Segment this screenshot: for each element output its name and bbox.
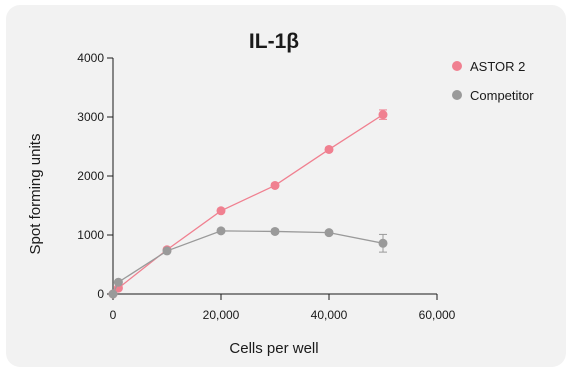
x-tick-label: 20,000: [203, 308, 240, 322]
legend: ASTOR 2 Competitor: [452, 59, 534, 103]
legend-marker: [452, 90, 462, 100]
data-point: [113, 277, 123, 287]
data-point: [378, 238, 388, 248]
data-point: [270, 226, 280, 236]
data-point: [216, 206, 226, 216]
y-tick-label: 0: [97, 287, 104, 301]
y-tick-label: 4000: [77, 51, 104, 65]
x-tick-label: 40,000: [311, 308, 348, 322]
x-tick-label: 60,000: [419, 308, 456, 322]
y-tick-label: 3000: [77, 110, 104, 124]
x-axis-label: Cells per well: [229, 340, 318, 357]
y-axis-label: Spot forming units: [27, 134, 44, 255]
series-line-astor-2: [112, 114, 384, 295]
legend-label: Competitor: [470, 88, 534, 103]
chart-card: [6, 5, 566, 367]
legend-marker: [452, 61, 462, 71]
legend-item: Competitor: [452, 88, 534, 103]
data-point: [216, 226, 226, 236]
series-competitor: [108, 226, 388, 299]
data-point: [378, 110, 388, 120]
plot-area: [108, 109, 388, 299]
data-point: [162, 246, 172, 256]
legend-label: ASTOR 2: [470, 59, 525, 74]
y-tick-label: 1000: [77, 228, 104, 242]
series-line-competitor: [112, 230, 384, 295]
data-point: [324, 228, 334, 238]
data-point: [324, 144, 334, 154]
legend-item: ASTOR 2: [452, 59, 525, 74]
y-tick-label: 2000: [77, 169, 104, 183]
data-point: [270, 180, 280, 190]
axes: 0 1000 2000 3000 4000 0 20,000 40,000 60,000: [77, 51, 455, 322]
data-point: [108, 289, 118, 299]
x-tick-label: 0: [110, 308, 117, 322]
series-astor-2: [108, 109, 388, 299]
chart-title: IL-1β: [249, 30, 299, 53]
